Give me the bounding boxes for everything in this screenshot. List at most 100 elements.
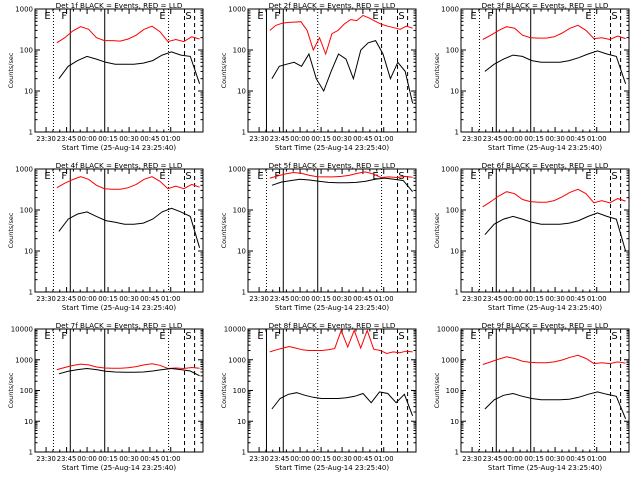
x-axis-label: Start Time (25-Aug-14 23:25:40) [62, 304, 176, 312]
event-marker-label: E [44, 11, 50, 22]
x-tick-label: 00:15 [524, 135, 544, 143]
x-tick-label: 01:00 [587, 295, 607, 303]
event-marker-label: F [487, 171, 493, 182]
x-tick-label: 00:45 [353, 135, 373, 143]
events-series-line [484, 50, 627, 84]
chart-title: Det 5f BLACK = Events, RED = LLD [269, 161, 396, 170]
event-marker-label: E [372, 11, 378, 22]
y-tick-label: 1000 [441, 166, 459, 174]
x-tick-label: 23:30 [36, 455, 56, 463]
event-marker-label: E [470, 11, 476, 22]
event-marker-label: F [274, 331, 280, 342]
events-series-line [271, 40, 414, 104]
x-tick-label: 01:00 [161, 455, 181, 463]
y-tick-label: 100 [20, 47, 33, 55]
x-tick-label: 23:30 [249, 455, 269, 463]
y-axis-label: Counts/sec [220, 212, 228, 248]
y-tick-label: 10 [237, 248, 246, 256]
chart-title: Det 3f BLACK = Events, RED = LLD [482, 1, 609, 10]
x-tick-label: 00:45 [140, 135, 160, 143]
x-tick-label: 00:30 [119, 135, 139, 143]
events-series-line [271, 177, 413, 193]
x-tick-label: 00:15 [311, 135, 331, 143]
x-tick-label: 23:30 [462, 455, 482, 463]
x-tick-label: 00:00 [503, 135, 523, 143]
y-tick-label: 10 [24, 418, 33, 426]
event-marker-label: F [487, 11, 493, 22]
x-tick-label: 00:30 [332, 135, 352, 143]
x-axis-label: Start Time (25-Aug-14 23:25:40) [488, 464, 602, 472]
y-tick-label: 1000 [15, 356, 33, 364]
x-tick-label: 00:45 [353, 455, 373, 463]
x-tick-label: 00:00 [503, 455, 523, 463]
event-marker-label: S [611, 171, 617, 182]
y-tick-label: 1 [242, 449, 246, 457]
event-marker-label: F [61, 11, 67, 22]
x-tick-label: 00:15 [311, 295, 331, 303]
y-tick-label: 1000 [228, 166, 246, 174]
y-tick-label: 1 [242, 129, 246, 137]
chart-panel: Det 6f BLACK = Events, RED = LLD 1 10 100 10… [433, 161, 630, 312]
y-axis-label: Counts/sec [220, 52, 228, 88]
event-marker-label: S [185, 11, 191, 22]
x-axis-label: Start Time (25-Aug-14 23:25:40) [275, 144, 389, 152]
event-marker-label: S [398, 331, 404, 342]
x-tick-label: 00:30 [545, 455, 565, 463]
y-axis-label: Counts/sec [220, 372, 228, 408]
x-tick-label: 23:30 [36, 135, 56, 143]
y-tick-label: 1 [455, 129, 459, 137]
event-marker-label: E [470, 171, 476, 182]
x-tick-label: 00:45 [566, 295, 586, 303]
x-tick-label: 01:00 [374, 455, 394, 463]
lld-series-line [482, 188, 626, 208]
chart-title: Det 6f BLACK = Events, RED = LLD [482, 161, 609, 170]
x-tick-label: 23:45 [270, 455, 290, 463]
plot-frame [34, 168, 204, 293]
x-tick-label: 23:30 [249, 135, 269, 143]
x-tick-label: 00:00 [77, 295, 97, 303]
chart-title: Det 4f BLACK = Events, RED = LLD [56, 161, 183, 170]
event-marker-label: E [257, 331, 263, 342]
y-tick-label: 1000 [441, 356, 459, 364]
events-series-line [484, 391, 627, 419]
x-tick-label: 01:00 [587, 135, 607, 143]
event-marker-label: E [585, 11, 591, 22]
event-marker-label: F [487, 331, 493, 342]
plot-frame [247, 8, 417, 133]
event-marker-label: E [372, 171, 378, 182]
plot-frame [34, 328, 204, 453]
x-tick-label: 00:30 [332, 455, 352, 463]
event-marker-label: E [159, 11, 165, 22]
y-tick-label: 10 [24, 88, 33, 96]
event-marker-label: E [159, 331, 165, 342]
y-axis-label: Counts/sec [433, 52, 441, 88]
plot-frame [460, 168, 630, 293]
x-tick-label: 00:45 [566, 455, 586, 463]
x-axis-label: Start Time (25-Aug-14 23:25:40) [275, 304, 389, 312]
x-tick-label: 23:45 [270, 135, 290, 143]
chart-title: Det 1f BLACK = Events, RED = LLD [56, 1, 183, 10]
x-tick-label: 23:30 [462, 295, 482, 303]
events-series-line [58, 51, 201, 84]
y-axis-label: Counts/sec [433, 212, 441, 248]
chart-panel: Det 7f BLACK = Events, RED = LLD 1 10 100 10… [7, 321, 204, 472]
x-axis-label: Start Time (25-Aug-14 23:25:40) [488, 144, 602, 152]
x-tick-label: 23:45 [270, 295, 290, 303]
y-tick-label: 1000 [228, 6, 246, 14]
x-tick-label: 00:15 [524, 455, 544, 463]
x-tick-label: 23:30 [36, 295, 56, 303]
y-tick-label: 1 [29, 289, 33, 297]
x-tick-label: 00:30 [119, 455, 139, 463]
y-tick-label: 10 [24, 248, 33, 256]
x-tick-label: 00:15 [98, 135, 118, 143]
y-tick-label: 100 [233, 387, 246, 395]
event-marker-label: S [185, 171, 191, 182]
x-tick-label: 23:45 [57, 135, 77, 143]
y-tick-label: 1 [455, 289, 459, 297]
lld-series-line [56, 25, 200, 44]
x-tick-label: 01:00 [587, 455, 607, 463]
plot-frame [460, 328, 630, 453]
y-tick-label: 100 [20, 207, 33, 215]
event-marker-label: E [44, 331, 50, 342]
